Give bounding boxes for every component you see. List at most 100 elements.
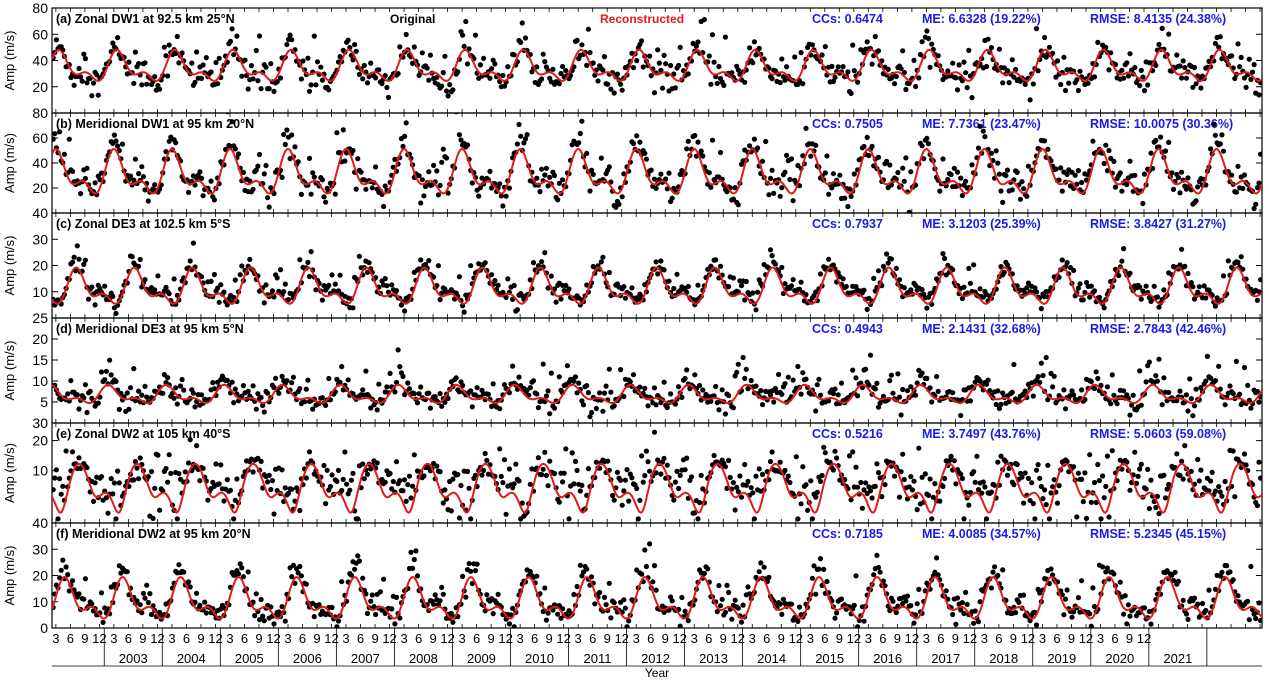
data-point xyxy=(194,49,200,55)
data-point xyxy=(421,473,427,479)
data-point xyxy=(126,59,132,65)
data-point xyxy=(972,608,978,614)
data-point xyxy=(319,297,325,303)
data-point xyxy=(1143,283,1149,289)
data-point xyxy=(86,296,92,302)
data-point xyxy=(253,167,259,173)
data-point xyxy=(1225,258,1231,264)
data-point xyxy=(369,185,375,191)
data-point xyxy=(647,53,653,59)
data-point xyxy=(850,449,856,455)
data-point xyxy=(1046,516,1052,522)
data-point xyxy=(1075,595,1081,601)
data-point xyxy=(898,412,904,418)
data-point xyxy=(556,81,562,87)
data-point xyxy=(685,71,691,77)
data-point xyxy=(148,611,155,618)
x-month-tick-label: 9 xyxy=(894,631,901,646)
data-point xyxy=(830,171,837,177)
data-point xyxy=(748,377,754,384)
data-point xyxy=(826,256,832,262)
data-point xyxy=(1241,364,1248,371)
data-point xyxy=(611,497,617,503)
data-point xyxy=(503,193,509,199)
stat-rmse: RMSE: 2.7843 (42.46%) xyxy=(1090,322,1226,336)
data-point xyxy=(472,568,479,574)
data-point xyxy=(179,376,185,383)
data-point xyxy=(542,172,548,178)
data-point xyxy=(1229,172,1235,178)
data-point xyxy=(1224,563,1230,569)
data-point xyxy=(102,283,108,289)
data-point xyxy=(337,272,343,278)
data-point xyxy=(605,458,611,464)
x-year-label: 2019 xyxy=(1047,651,1076,666)
data-point xyxy=(995,572,1001,579)
data-point xyxy=(408,495,414,501)
data-point xyxy=(759,471,766,477)
data-point xyxy=(1127,158,1133,164)
data-point xyxy=(634,58,640,64)
data-point xyxy=(677,623,683,628)
data-point xyxy=(993,148,999,154)
data-point xyxy=(194,443,200,449)
data-point xyxy=(885,260,891,266)
data-point xyxy=(1061,387,1067,393)
data-point xyxy=(709,137,716,143)
data-point xyxy=(344,481,350,487)
data-point xyxy=(969,162,975,168)
data-point xyxy=(727,474,733,481)
data-point xyxy=(411,391,417,397)
data-point xyxy=(514,141,521,147)
data-point xyxy=(916,445,922,451)
data-point xyxy=(1219,569,1225,575)
data-point xyxy=(276,390,282,396)
data-point xyxy=(503,511,509,517)
data-point xyxy=(622,605,629,611)
data-point xyxy=(903,86,909,93)
data-point xyxy=(985,36,991,42)
data-point xyxy=(224,477,230,483)
data-point xyxy=(395,347,401,353)
data-point xyxy=(245,388,251,394)
data-point xyxy=(1256,92,1262,98)
data-point xyxy=(1230,577,1236,583)
data-point xyxy=(152,485,158,491)
x-month-tick-label: 12 xyxy=(150,631,164,646)
data-point xyxy=(845,203,851,210)
data-point xyxy=(411,44,417,50)
data-point xyxy=(990,569,996,575)
data-point xyxy=(348,477,354,483)
data-point xyxy=(258,394,264,401)
data-point xyxy=(751,136,758,142)
data-point xyxy=(1227,383,1233,389)
data-point xyxy=(1198,385,1204,391)
data-point xyxy=(992,564,998,570)
data-point xyxy=(940,483,946,489)
data-point xyxy=(403,120,409,126)
data-point xyxy=(437,469,443,475)
data-point xyxy=(266,86,272,92)
data-point xyxy=(540,466,546,472)
data-point xyxy=(608,86,614,92)
data-point xyxy=(463,18,469,25)
data-point xyxy=(874,380,880,386)
data-point xyxy=(792,54,798,60)
series-reconstructed xyxy=(52,48,1262,82)
data-point xyxy=(319,177,325,183)
data-point xyxy=(124,390,130,396)
stat-me: ME: 7.7361 (23.47%) xyxy=(922,117,1041,131)
data-point xyxy=(431,601,437,607)
series-original xyxy=(52,347,1262,420)
data-point xyxy=(1235,259,1241,265)
data-point xyxy=(216,299,222,305)
data-point xyxy=(76,406,82,412)
data-point xyxy=(232,277,238,283)
data-point xyxy=(1025,163,1031,169)
data-point xyxy=(919,39,925,45)
data-point xyxy=(305,377,311,383)
data-point xyxy=(750,490,756,496)
data-point xyxy=(1035,374,1041,380)
data-point xyxy=(684,367,690,373)
data-point xyxy=(501,83,508,89)
